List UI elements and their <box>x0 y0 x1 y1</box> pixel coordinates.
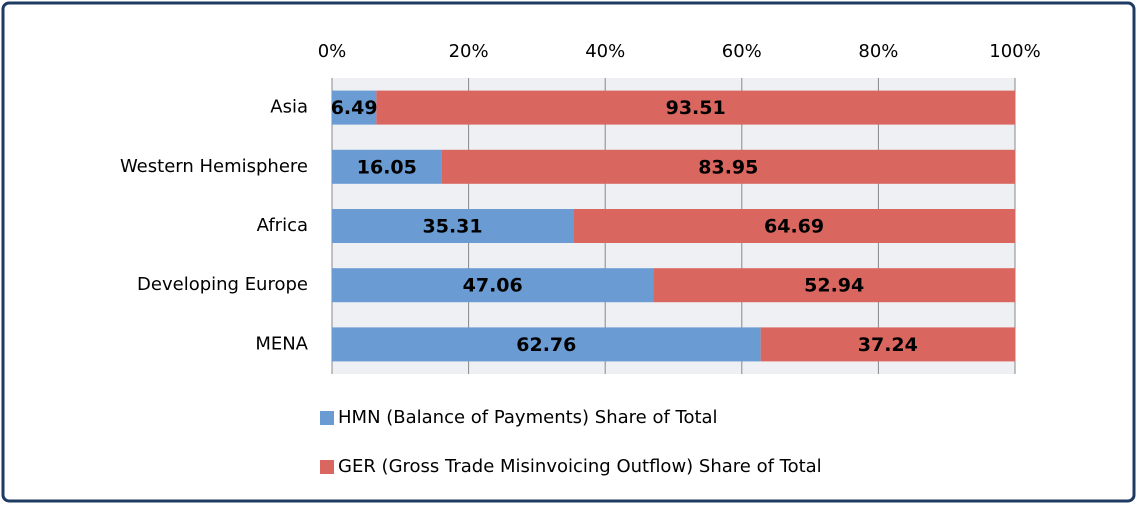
data-label: 35.31 <box>423 216 483 238</box>
legend-swatch <box>320 411 334 425</box>
bar-segment <box>332 209 574 243</box>
data-label: 93.51 <box>666 97 726 119</box>
bar-segment <box>332 90 377 125</box>
x-tick-label: 40% <box>585 41 625 62</box>
legend-label: HMN (Balance of Payments) Share of Total <box>338 407 718 428</box>
x-tick-label: 0% <box>318 41 347 62</box>
data-label: 64.69 <box>764 216 824 238</box>
bar-segment <box>573 209 1015 243</box>
data-label: 62.76 <box>516 334 576 356</box>
x-tick-label: 100% <box>989 41 1040 62</box>
bar-segment <box>332 327 761 362</box>
x-tick-label: 60% <box>722 41 762 62</box>
x-tick-label: 80% <box>858 41 898 62</box>
bar-segment <box>376 90 1016 125</box>
bar-segment <box>332 268 654 303</box>
bar-segment <box>653 268 1015 303</box>
y-tick-label: Asia <box>270 97 308 118</box>
y-tick-label: Africa <box>257 215 308 236</box>
y-tick-label: Western Hemisphere <box>120 156 308 177</box>
data-label: 52.94 <box>804 275 864 297</box>
bar-segment <box>441 149 1016 184</box>
y-tick-label: MENA <box>255 333 308 354</box>
bar-segment <box>332 149 442 184</box>
data-label: 6.49 <box>331 97 378 119</box>
bar-segment <box>760 327 1015 362</box>
data-label: 16.05 <box>357 156 417 178</box>
data-label: 37.24 <box>858 334 918 356</box>
data-label: 47.06 <box>463 275 523 297</box>
y-tick-label: Developing Europe <box>137 274 308 295</box>
x-tick-label: 20% <box>449 41 489 62</box>
data-label: 83.95 <box>698 156 758 178</box>
legend-label: GER (Gross Trade Misinvoicing Outflow) S… <box>338 456 822 477</box>
legend-swatch <box>320 460 334 474</box>
